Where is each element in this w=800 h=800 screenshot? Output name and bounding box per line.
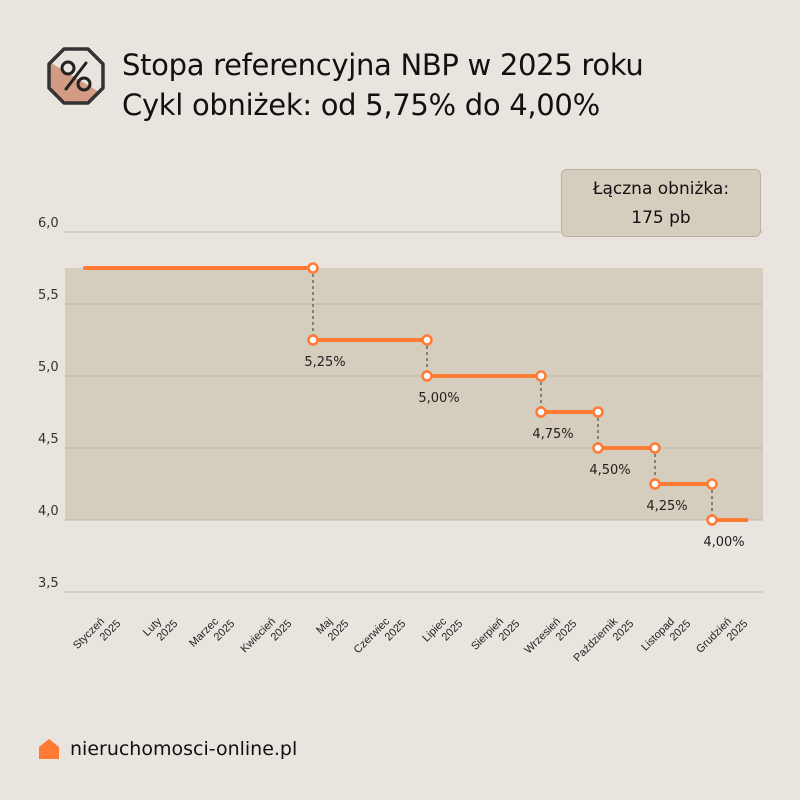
y-tick-label: 5,5 <box>38 288 59 303</box>
rate-label: 4,00% <box>703 535 744 550</box>
footer-brand: nieruchomosci-online.pl <box>38 738 297 760</box>
rate-point <box>307 334 319 346</box>
x-tick-label: Grudzień2025 <box>694 609 750 665</box>
x-tick-label: Marzec2025 <box>187 609 237 659</box>
rate-label: 4,25% <box>646 499 687 514</box>
rate-label: 4,75% <box>532 427 573 442</box>
rate-point <box>535 406 547 418</box>
x-tick-label: Lipiec2025 <box>420 609 465 654</box>
rate-label: 5,25% <box>304 355 345 370</box>
brand-name: nieruchomosci-online.pl <box>70 738 298 760</box>
shaded-band <box>65 268 763 520</box>
y-tick-label: 4,0 <box>38 504 59 519</box>
x-tick-label: Luty2025 <box>141 609 180 648</box>
rate-point <box>421 370 433 382</box>
x-tick-label: Październik2025 <box>571 609 636 674</box>
page-title: Stopa referencyjna NBP w 2025 roku <box>122 48 644 82</box>
rate-point <box>706 514 718 526</box>
y-tick-label: 3,5 <box>38 576 59 591</box>
rate-label: 4,50% <box>589 463 630 478</box>
title-block: Stopa referencyjna NBP w 2025 roku Cykl … <box>122 45 644 125</box>
y-tick-label: 5,0 <box>38 360 59 375</box>
y-tick-label: 6,0 <box>38 216 59 231</box>
rate-point <box>649 442 661 454</box>
x-tick-label: Czerwiec2025 <box>352 609 409 666</box>
x-tick-label: Styczeń2025 <box>71 609 123 661</box>
callout-value: 175 pb <box>631 208 691 228</box>
total-cut-callout: Łączna obniżka: 175 pb <box>561 169 761 237</box>
rate-point <box>649 478 661 490</box>
y-tick-label: 4,5 <box>38 432 59 447</box>
percent-octagon-icon <box>47 47 105 105</box>
rate-point <box>307 262 319 274</box>
rate-point <box>592 442 604 454</box>
x-tick-label: Maj2025 <box>314 609 351 646</box>
x-tick-label: Kwiecień2025 <box>239 609 295 665</box>
rate-label: 5,00% <box>418 391 459 406</box>
page-subtitle: Cykl obniżek: od 5,75% do 4,00% <box>122 88 600 122</box>
x-tick-label: Sierpień2025 <box>469 609 522 662</box>
x-tick-label: Listopad2025 <box>639 609 693 663</box>
rate-point <box>535 370 547 382</box>
rate-point <box>706 478 718 490</box>
rate-point <box>421 334 433 346</box>
rate-point <box>592 406 604 418</box>
x-tick-label: Wrzesień2025 <box>522 609 579 666</box>
callout-label: Łączna obniżka: <box>592 179 730 199</box>
house-icon <box>39 739 59 759</box>
